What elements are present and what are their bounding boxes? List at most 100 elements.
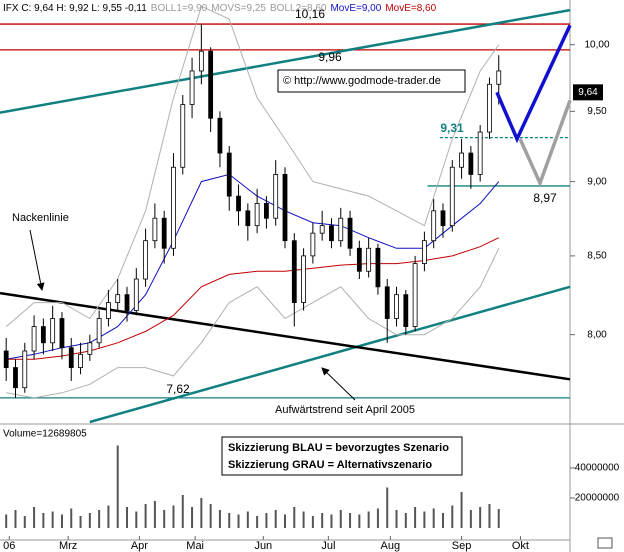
scenario-line: [518, 99, 572, 188]
x-tick-label: Apr: [131, 540, 148, 552]
candle-body: [180, 104, 186, 168]
price-panel: [0, 5, 572, 424]
candle-body: [40, 326, 46, 344]
indicator-line: [6, 248, 500, 399]
candle-body: [347, 217, 353, 249]
candle-body: [50, 318, 56, 344]
candle-body: [254, 203, 260, 227]
candle-body: [291, 240, 297, 303]
y-tick-label: 8,50: [587, 251, 607, 262]
volume-bar: [265, 513, 268, 528]
candle-body: [468, 152, 474, 175]
candle-body: [422, 240, 427, 264]
candle-body: [115, 294, 121, 303]
candle-body: [477, 131, 483, 175]
candle-body: [189, 70, 195, 105]
volume-bar: [116, 445, 119, 528]
x-tick-label: Sep: [452, 540, 472, 552]
volume-bar: [311, 516, 314, 528]
volume-bar: [246, 511, 249, 528]
trendline: [89, 285, 571, 424]
candle-body: [329, 225, 334, 242]
candle-body: [338, 217, 344, 242]
candle-body: [124, 294, 130, 311]
candle-body: [356, 247, 362, 272]
last-price-box: [573, 84, 603, 101]
copyright: © http://www.godmode-trader.de: [283, 75, 441, 87]
level-label: 9,31: [440, 121, 464, 135]
volume-bar: [135, 511, 138, 528]
volume-bar: [126, 507, 129, 528]
volume-bar: [60, 514, 63, 528]
volume-bar: [367, 511, 370, 528]
level-label: 8,97: [533, 191, 557, 205]
x-tick-label: Jul: [321, 540, 335, 552]
volume-bar: [404, 513, 407, 528]
volume-bar: [200, 498, 203, 528]
volume-bar: [321, 513, 324, 528]
volume-bar: [88, 513, 91, 528]
volume-bar: [172, 505, 175, 528]
candle-body: [366, 247, 372, 272]
volume-bar: [432, 508, 435, 528]
volume-bar: [98, 510, 101, 528]
x-tick-label: Aug: [381, 540, 401, 552]
y-tick-label: 10,00: [584, 39, 609, 50]
legend-box: [221, 436, 463, 476]
level-label: 7,62: [166, 382, 190, 396]
candle-body: [375, 247, 381, 288]
header-item: MovE=8,60: [385, 3, 436, 14]
volume-bar: [274, 510, 277, 528]
legend-text: Skizzierung GRAU = Alternativszenario: [228, 459, 432, 471]
volume-bar: [302, 511, 305, 528]
uptrend-label: Aufwärtstrend seit April 2005: [275, 404, 415, 416]
candle-body: [68, 347, 74, 368]
candle-body: [171, 166, 176, 249]
volume-bar: [349, 513, 352, 528]
volume-bar: [181, 495, 184, 528]
candle-body: [496, 70, 502, 85]
candle-body: [412, 263, 418, 327]
candle-body: [226, 152, 232, 197]
arrow: [321, 367, 356, 401]
indicator-line: [5, 5, 500, 327]
volume-bar: [107, 505, 110, 528]
candle-body: [273, 174, 279, 219]
header-item: BOLL1=9,90: [151, 3, 208, 14]
volume-bar: [386, 487, 389, 528]
candle-body: [161, 217, 167, 249]
candle-body: [236, 195, 241, 212]
candle-body: [282, 174, 288, 242]
volume-bar: [469, 510, 472, 528]
volume-bar: [284, 514, 286, 528]
volume-bar: [228, 513, 231, 528]
candle-body: [301, 255, 306, 303]
candle-body: [264, 203, 269, 219]
volume-bar: [191, 507, 194, 528]
candle-body: [319, 225, 325, 234]
volume-label: Volume=12689805: [3, 429, 87, 440]
candle-body: [59, 318, 65, 349]
x-tick-label: Mrz: [59, 540, 77, 552]
volume-bar: [330, 514, 333, 528]
header-item: BOLL2=8,60: [270, 3, 327, 14]
legend-text: Skizzierung BLAU = bevorzugtes Szenario: [228, 442, 449, 454]
volume-bar: [339, 510, 342, 528]
volume-bar: [395, 510, 398, 528]
volume-bar: [441, 513, 444, 528]
volume-bar: [14, 510, 17, 528]
candle-body: [106, 302, 111, 319]
volume-bar: [209, 504, 212, 528]
arrow: [29, 229, 45, 291]
candle-body: [87, 342, 93, 355]
volume-bar: [414, 507, 417, 528]
scenario-line: [495, 24, 572, 144]
volume-bar: [42, 513, 45, 528]
volume-bar: [256, 516, 259, 528]
volume-bar: [479, 507, 482, 528]
trendline: [0, 8, 571, 114]
volume-bar: [144, 504, 147, 528]
header: IFX C: 9,64 H: 9,92 L: 9,55 -0,11 BOLL1=9…: [3, 3, 437, 14]
volume-tick-label: 40000000: [575, 463, 620, 474]
